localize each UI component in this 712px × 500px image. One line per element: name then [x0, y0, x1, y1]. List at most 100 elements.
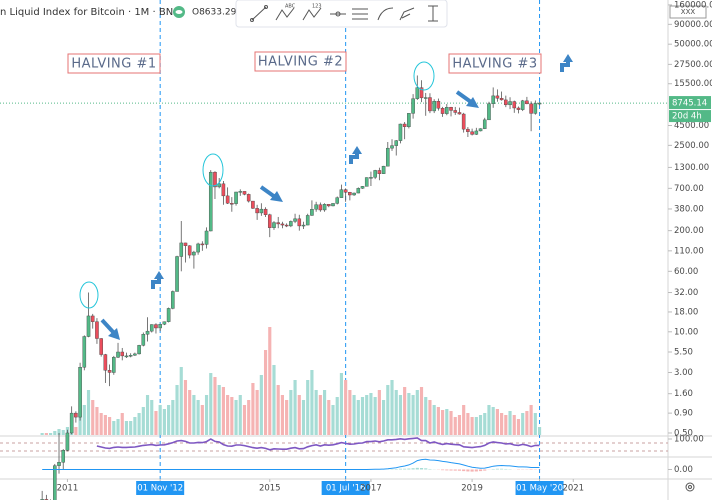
- candle-body: [141, 334, 146, 346]
- candle-body: [520, 100, 525, 110]
- candle-body: [179, 242, 184, 257]
- volume-bar: [318, 395, 322, 435]
- candle-body: [116, 351, 120, 358]
- y-tick-label: 10.00: [674, 327, 698, 337]
- candle-body: [154, 324, 158, 329]
- macd-histogram: [403, 468, 407, 470]
- volume-bar: [120, 413, 124, 435]
- candle-body: [166, 308, 171, 322]
- volume-bar: [495, 409, 499, 435]
- y-tick-label: 380.00: [674, 204, 704, 214]
- trend-line-tool[interactable]: [251, 6, 267, 21]
- macd-tick-label: 0.00: [674, 465, 693, 475]
- x-tick-highlight: [136, 481, 185, 495]
- volume-bar: [242, 405, 247, 435]
- candle-body: [364, 177, 369, 187]
- settings-icon[interactable]: [685, 482, 695, 492]
- countdown-label: 20d 4h: [672, 112, 702, 122]
- peak-circle: [79, 281, 99, 309]
- macd-histogram: [411, 468, 415, 470]
- x-tick-label: 2021: [562, 484, 584, 494]
- last-price-label: 8745.14: [672, 99, 707, 109]
- volume-bar: [141, 407, 145, 435]
- candle-body: [356, 188, 361, 194]
- volume-bar: [424, 397, 428, 435]
- arrow-head: [270, 191, 283, 202]
- candle-body: [259, 208, 264, 214]
- volume-bar: [301, 400, 306, 435]
- candle-body: [457, 112, 462, 115]
- macd-histogram: [419, 468, 424, 470]
- volume-bar: [310, 370, 314, 435]
- elliott-tool[interactable]: [302, 7, 322, 21]
- currency-box[interactable]: [669, 5, 707, 19]
- candle-body: [335, 197, 339, 204]
- tool-dot: [250, 18, 254, 22]
- volume-bar: [369, 393, 373, 435]
- candle-body: [255, 208, 259, 214]
- volume-bar: [504, 415, 508, 435]
- y-tick-label: 700.00: [674, 184, 704, 194]
- volume-bar: [86, 390, 91, 435]
- candle-body: [478, 128, 483, 132]
- volume-bar: [251, 383, 255, 435]
- candle-body: [107, 370, 112, 373]
- candle-body: [419, 87, 424, 99]
- macd-histogram: [470, 469, 474, 472]
- gear: [685, 482, 695, 492]
- candle-body: [445, 107, 449, 114]
- abc-pattern-tool[interactable]: [275, 7, 295, 21]
- candle-body: [360, 186, 365, 189]
- volume-bar: [268, 327, 272, 435]
- volume-bar: [150, 400, 154, 435]
- price-layer: [40, 75, 542, 500]
- volume-bar: [200, 405, 204, 435]
- macd-histogram: [449, 469, 453, 471]
- candle-body: [394, 140, 399, 146]
- volume-bar: [327, 400, 331, 435]
- candle-body: [499, 98, 504, 101]
- candle-body: [461, 113, 466, 130]
- brush-tool[interactable]: [399, 7, 415, 21]
- tool-dot: [335, 11, 341, 17]
- volume-bar: [213, 377, 217, 435]
- volume-bar: [445, 409, 449, 435]
- y-tick-label: 32.00: [674, 288, 698, 298]
- volume-bar: [411, 395, 415, 435]
- candle-body: [196, 243, 200, 253]
- volume-bar: [529, 405, 533, 435]
- y-tick-label: 1.60: [674, 389, 693, 399]
- candle-body: [474, 130, 479, 135]
- candle-body: [516, 107, 521, 110]
- volume-bar: [457, 415, 462, 435]
- down-arrow: [455, 90, 473, 104]
- candle-body: [149, 324, 154, 332]
- volume-bar: [508, 411, 512, 435]
- candle-body: [289, 221, 293, 227]
- volume-bar: [91, 400, 95, 435]
- macd-histogram: [474, 469, 478, 472]
- arrow-head: [563, 54, 573, 62]
- candle-body: [537, 102, 542, 105]
- volume-bar: [474, 417, 478, 435]
- volume-bar: [348, 390, 352, 435]
- volume-bar: [234, 400, 238, 435]
- candle-body: [276, 222, 280, 225]
- candle-body: [466, 128, 470, 132]
- candle-body: [124, 355, 129, 358]
- parallel-channel-tool[interactable]: [352, 8, 368, 20]
- x-tick-label: 01 Jul '16: [326, 484, 366, 494]
- measure-tool[interactable]: [428, 5, 438, 22]
- candle-body: [331, 203, 335, 207]
- candle-body: [470, 131, 474, 135]
- curve-tool[interactable]: [377, 7, 394, 21]
- candle-body: [103, 354, 108, 371]
- symbol-title: n Liquid Index for Bitcoin · 1M · BNC: [0, 7, 180, 18]
- candle-body: [297, 218, 302, 227]
- volume-bar: [133, 417, 137, 435]
- candle-body: [377, 170, 382, 174]
- y-tick-label: 90000.00: [674, 20, 712, 30]
- volume-bar: [95, 407, 99, 435]
